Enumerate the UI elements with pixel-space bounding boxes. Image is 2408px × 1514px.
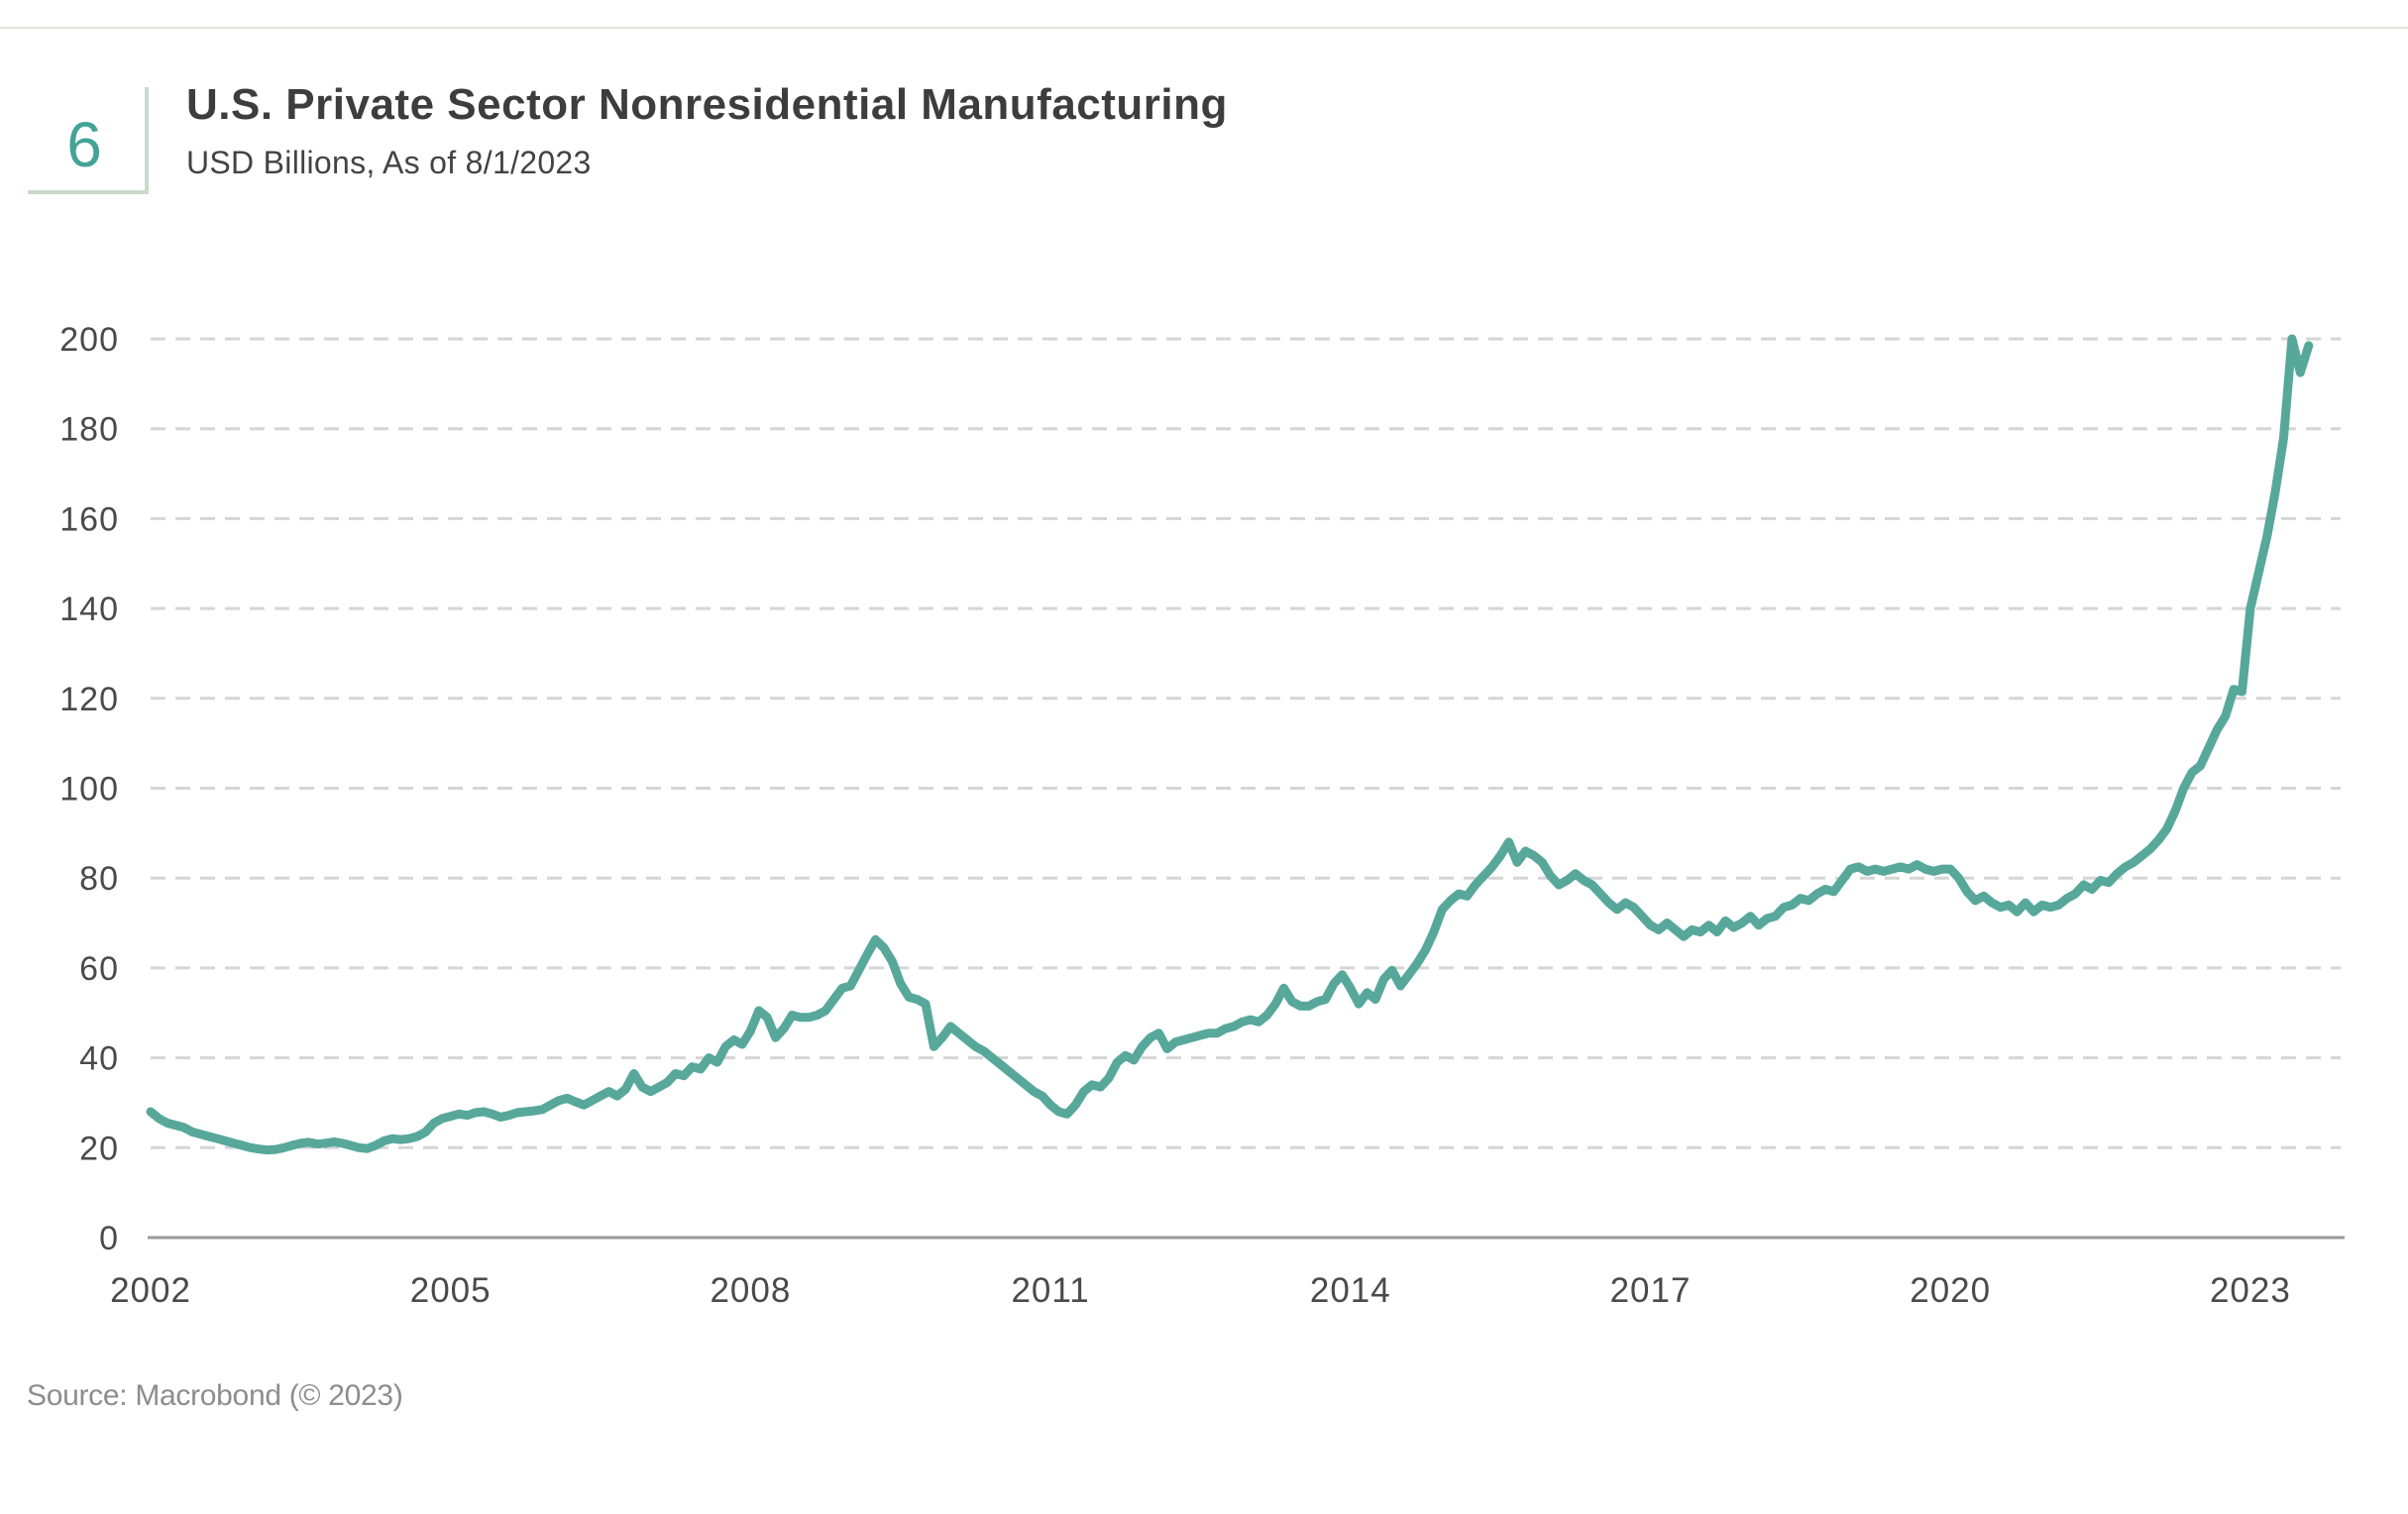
figure-number-badge: 6 [28, 87, 149, 194]
chart-title: U.S. Private Sector Nonresidential Manuf… [186, 80, 1228, 129]
x-tick-label: 2017 [1610, 1271, 1692, 1310]
y-tick-label: 100 [59, 771, 119, 809]
y-tick-label: 20 [79, 1130, 119, 1167]
x-tick-label: 2023 [2210, 1271, 2291, 1310]
y-tick-label: 180 [59, 411, 119, 449]
y-tick-label: 40 [79, 1040, 119, 1078]
y-tick-label: 0 [99, 1220, 119, 1257]
x-tick-label: 2002 [110, 1271, 191, 1310]
x-tick-label: 2005 [410, 1271, 492, 1310]
y-tick-label: 80 [79, 860, 119, 898]
top-divider [0, 27, 2408, 29]
x-tick-label: 2014 [1310, 1271, 1391, 1310]
x-tick-label: 2008 [710, 1271, 791, 1310]
chart-subtitle: USD Billions, As of 8/1/2023 [186, 145, 592, 181]
y-tick-label: 200 [59, 321, 119, 359]
y-tick-label: 160 [59, 500, 119, 538]
y-tick-label: 60 [79, 950, 119, 988]
x-tick-label: 2011 [1011, 1271, 1089, 1310]
figure-number: 6 [66, 109, 102, 180]
source-note: Source: Macrobond (© 2023) [27, 1379, 403, 1412]
y-tick-label: 120 [59, 681, 119, 718]
x-tick-label: 2020 [1910, 1271, 1991, 1310]
data-series-line [146, 334, 2314, 1155]
chart-header: U.S. Private Sector Nonresidential Manuf… [186, 80, 1228, 181]
y-tick-label: 140 [59, 591, 119, 628]
